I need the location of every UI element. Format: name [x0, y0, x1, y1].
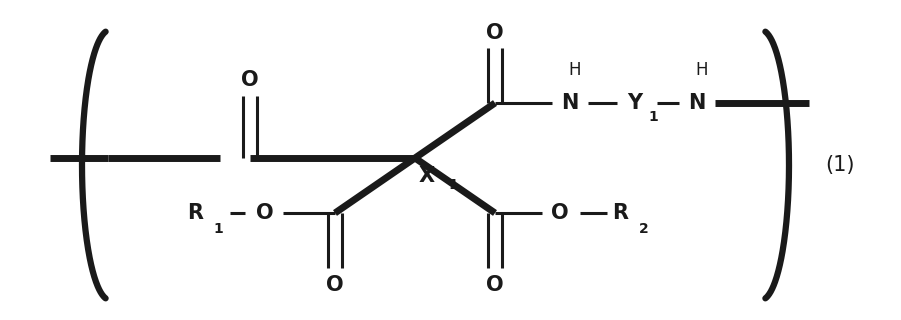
Text: O: O — [256, 203, 274, 223]
Text: N: N — [688, 93, 705, 113]
Text: 2: 2 — [639, 222, 649, 236]
Text: (1): (1) — [825, 155, 855, 175]
Text: 1: 1 — [448, 178, 458, 192]
Text: N: N — [561, 93, 578, 113]
Text: O: O — [326, 275, 344, 295]
Text: O: O — [551, 203, 569, 223]
Text: 1: 1 — [214, 222, 223, 236]
Text: 1: 1 — [648, 110, 658, 124]
Text: O: O — [487, 275, 504, 295]
Text: H: H — [569, 61, 581, 79]
Text: O: O — [241, 70, 259, 90]
Text: H: H — [696, 61, 708, 79]
Text: Y: Y — [627, 93, 642, 113]
Text: X: X — [419, 166, 435, 186]
Text: O: O — [487, 23, 504, 43]
Text: R: R — [187, 203, 203, 223]
Text: R: R — [612, 203, 628, 223]
